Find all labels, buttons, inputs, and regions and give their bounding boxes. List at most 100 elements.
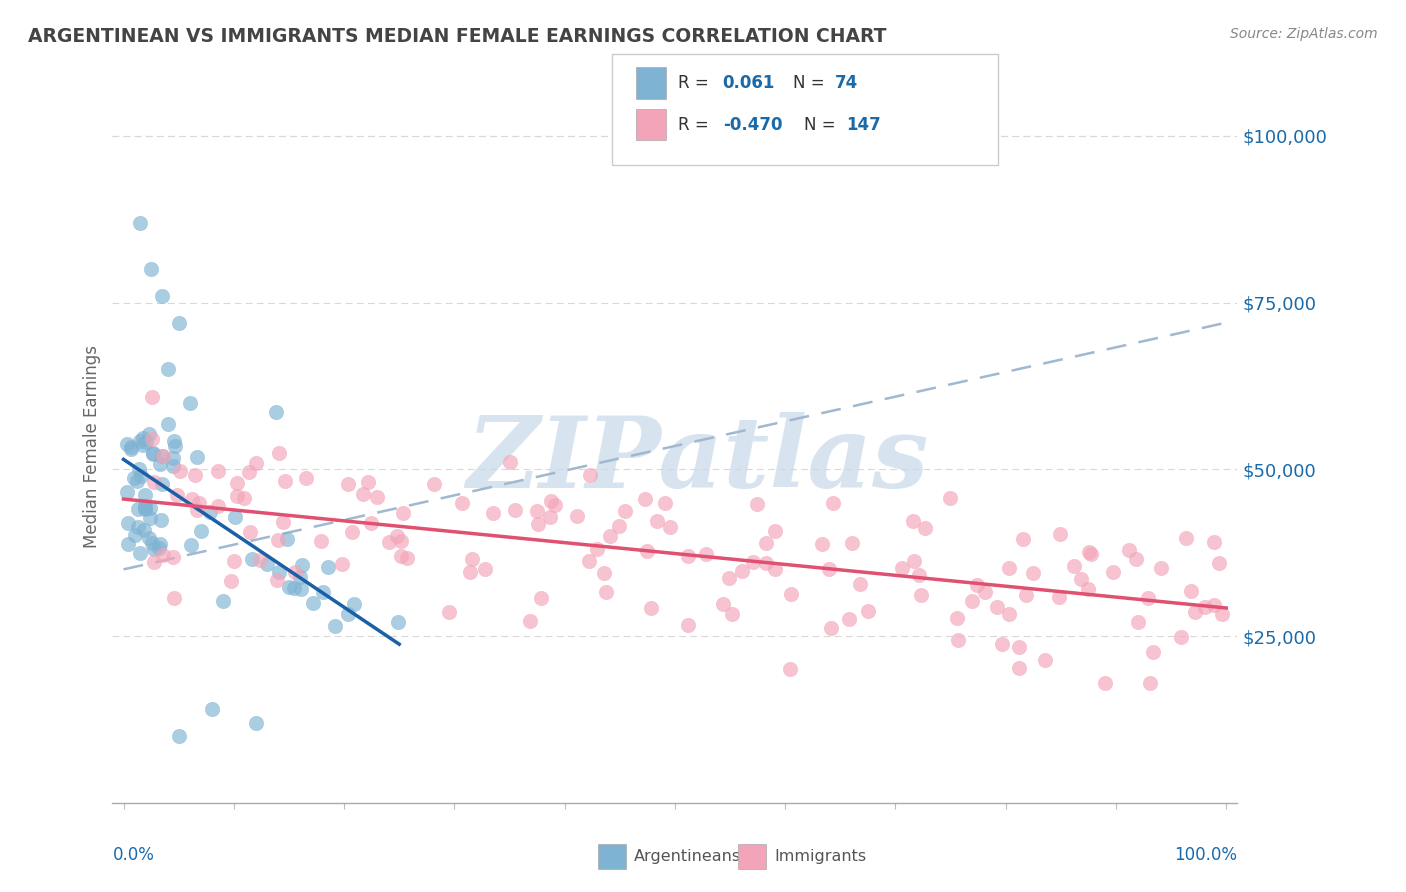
- Text: R =: R =: [678, 116, 714, 134]
- Point: [1011, 533, 1033, 547]
- Point: [903, 554, 925, 568]
- Point: [439, 606, 461, 620]
- Point: [1047, 590, 1070, 604]
- Point: [1150, 560, 1173, 574]
- Point: [166, 488, 188, 502]
- Point: [238, 466, 260, 480]
- Point: [745, 497, 768, 511]
- Point: [150, 513, 173, 527]
- Point: [139, 511, 162, 525]
- Point: [499, 455, 522, 469]
- Point: [179, 395, 201, 409]
- Point: [226, 490, 249, 504]
- Point: [1049, 526, 1071, 541]
- Point: [129, 468, 152, 483]
- Point: [148, 541, 170, 555]
- Point: [138, 426, 160, 441]
- Point: [1139, 675, 1161, 690]
- Point: [240, 552, 263, 566]
- Point: [162, 458, 184, 473]
- Point: [1077, 582, 1099, 596]
- Point: [278, 580, 301, 594]
- Point: [157, 417, 180, 431]
- Point: [811, 537, 834, 551]
- Point: [742, 555, 765, 569]
- Text: ARGENTINEAN VS IMMIGRANTS MEDIAN FEMALE EARNINGS CORRELATION CHART: ARGENTINEAN VS IMMIGRANTS MEDIAN FEMALE …: [28, 27, 887, 45]
- Point: [780, 587, 803, 601]
- Point: [1180, 584, 1202, 599]
- Point: [316, 559, 339, 574]
- Point: [821, 496, 844, 510]
- Point: [1194, 600, 1216, 615]
- Point: [115, 485, 138, 500]
- Point: [186, 450, 208, 464]
- Point: [139, 500, 162, 515]
- Point: [187, 496, 209, 510]
- Point: [640, 600, 662, 615]
- Point: [654, 496, 676, 510]
- Point: [527, 516, 550, 531]
- Point: [222, 554, 245, 568]
- Point: [276, 533, 298, 547]
- Point: [634, 492, 657, 507]
- Point: [974, 585, 997, 599]
- Point: [127, 520, 149, 534]
- Point: [211, 594, 233, 608]
- Point: [755, 536, 778, 550]
- Point: [128, 462, 150, 476]
- Point: [336, 607, 359, 622]
- Point: [271, 515, 294, 529]
- Point: [266, 533, 288, 547]
- Point: [849, 577, 872, 591]
- Point: [290, 582, 312, 596]
- Point: [1184, 605, 1206, 619]
- Point: [1202, 598, 1225, 612]
- Point: [998, 607, 1021, 622]
- Point: [124, 528, 146, 542]
- Point: [152, 548, 174, 562]
- Point: [190, 524, 212, 539]
- Text: ZIPatlas: ZIPatlas: [467, 412, 928, 508]
- Text: Source: ZipAtlas.com: Source: ZipAtlas.com: [1230, 27, 1378, 41]
- Point: [378, 534, 401, 549]
- Point: [820, 621, 842, 635]
- Text: N =: N =: [804, 116, 841, 134]
- Point: [389, 549, 412, 564]
- Point: [207, 500, 229, 514]
- Point: [579, 467, 602, 482]
- Point: [343, 597, 366, 611]
- Point: [890, 560, 912, 574]
- Point: [150, 476, 173, 491]
- Point: [519, 614, 541, 628]
- Point: [695, 547, 717, 561]
- Point: [165, 440, 187, 454]
- Point: [134, 502, 156, 516]
- Point: [150, 289, 173, 303]
- Point: [269, 565, 291, 579]
- Point: [1080, 547, 1102, 561]
- Point: [395, 550, 418, 565]
- Point: [763, 524, 786, 539]
- Point: [540, 493, 562, 508]
- Point: [645, 514, 668, 528]
- Point: [149, 457, 172, 471]
- Point: [779, 662, 801, 676]
- Point: [841, 536, 863, 550]
- Point: [1175, 531, 1198, 545]
- Text: 0.061: 0.061: [723, 74, 775, 92]
- Point: [901, 514, 924, 528]
- Point: [291, 558, 314, 572]
- Text: -0.470: -0.470: [723, 116, 782, 134]
- Point: [256, 557, 278, 571]
- Point: [162, 549, 184, 564]
- Point: [423, 477, 446, 491]
- Point: [117, 516, 139, 530]
- Point: [201, 702, 224, 716]
- Point: [1204, 535, 1226, 549]
- Point: [132, 438, 155, 452]
- Point: [295, 470, 318, 484]
- Point: [986, 600, 1008, 615]
- Y-axis label: Median Female Earnings: Median Female Earnings: [83, 344, 101, 548]
- Point: [838, 612, 860, 626]
- Point: [946, 611, 969, 625]
